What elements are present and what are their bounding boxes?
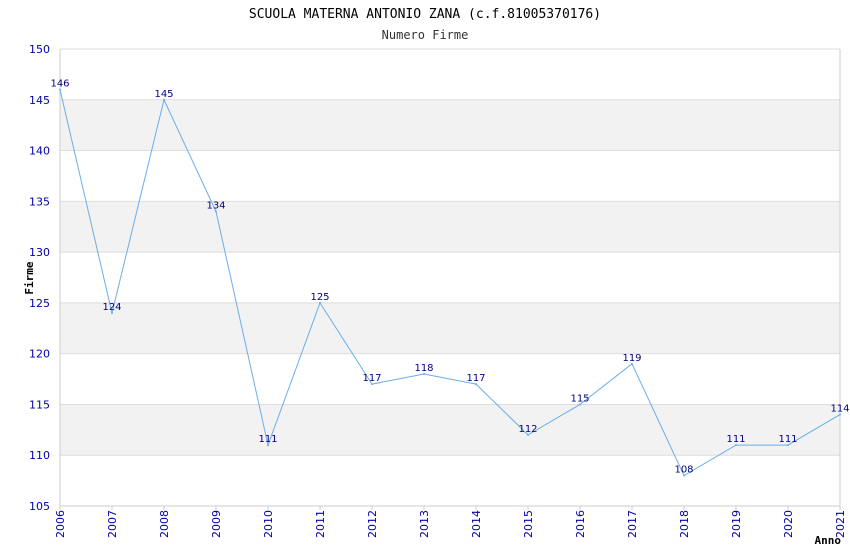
- x-tick-label: 2013: [418, 510, 431, 538]
- data-labels: 146 124 145 134 111 125 117 118 117 112 115 119 108 1…: [50, 79, 849, 476]
- y-axis-title: Firme: [23, 261, 36, 294]
- grid-band: [60, 404, 840, 456]
- x-tick-label: 2017: [626, 510, 639, 538]
- y-tick-label: 105: [29, 500, 50, 513]
- data-point: [787, 444, 789, 447]
- data-label: 117: [466, 373, 485, 384]
- y-axis-ticks: 105 110 115 120 125 130 135 140 145 150: [29, 43, 50, 513]
- data-label: 111: [778, 434, 797, 445]
- x-tick-label: 2014: [470, 510, 483, 538]
- data-label: 108: [674, 465, 693, 476]
- data-point: [735, 444, 737, 447]
- x-tick-label: 2009: [210, 510, 223, 538]
- data-point: [839, 413, 841, 416]
- chart-subtitle: Numero Firme: [382, 28, 469, 42]
- grid-band: [60, 201, 840, 253]
- data-point: [527, 433, 529, 436]
- data-label: 117: [362, 373, 381, 384]
- y-tick-label: 150: [29, 43, 50, 56]
- y-tick-label: 115: [29, 398, 50, 411]
- x-tick-label: 2012: [366, 510, 379, 538]
- chart-title: SCUOLA MATERNA ANTONIO ZANA (c.f.8100537…: [249, 7, 601, 22]
- data-label: 146: [50, 79, 69, 90]
- data-label: 112: [518, 424, 537, 435]
- y-tick-label: 140: [29, 145, 50, 158]
- data-point: [163, 98, 165, 101]
- y-tick-label: 120: [29, 348, 50, 361]
- y-tick-label: 110: [29, 449, 50, 462]
- grid-band: [60, 302, 840, 354]
- x-tick-label: 2018: [678, 510, 691, 538]
- series-line: [59, 89, 841, 477]
- x-tick-label: 2016: [574, 510, 587, 538]
- y-tick-label: 135: [29, 195, 50, 208]
- y-tick-label: 125: [29, 297, 50, 310]
- data-label: 125: [310, 292, 329, 303]
- x-axis-ticks: 2006 2007 2008 2009 2010 2011 2012 2013 2014 2015…: [54, 506, 847, 538]
- x-axis-title: Anno: [815, 534, 842, 547]
- x-tick-label: 2019: [730, 510, 743, 538]
- grid-band: [60, 99, 840, 151]
- x-tick-label: 2020: [782, 510, 795, 538]
- data-label: 115: [570, 393, 589, 404]
- series-group: [59, 88, 841, 477]
- data-point: [319, 301, 321, 304]
- data-point: [579, 403, 581, 406]
- data-label: 118: [414, 363, 433, 374]
- axes: [59, 49, 841, 507]
- x-tick-label: 2011: [314, 510, 327, 538]
- data-point: [215, 210, 217, 213]
- grid-bands: [60, 99, 840, 456]
- data-label: 145: [154, 89, 173, 100]
- data-label: 134: [206, 200, 225, 211]
- y-tick-label: 130: [29, 246, 50, 259]
- data-label: 114: [830, 404, 849, 415]
- data-point: [59, 88, 61, 91]
- data-point: [683, 474, 685, 477]
- data-point: [371, 383, 373, 386]
- data-label: 119: [622, 353, 641, 364]
- data-label: 124: [102, 302, 121, 313]
- x-tick-label: 2008: [158, 510, 171, 538]
- data-point: [475, 383, 477, 386]
- data-point: [423, 372, 425, 375]
- x-tick-label: 2007: [106, 510, 119, 538]
- data-label: 111: [726, 434, 745, 445]
- data-point: [111, 312, 113, 315]
- data-point: [631, 362, 633, 365]
- x-tick-label: 2015: [522, 510, 535, 538]
- gridlines: [60, 48, 840, 507]
- x-tick-label: 2010: [262, 510, 275, 538]
- data-label: 111: [258, 434, 277, 445]
- x-tick-label: 2021: [834, 510, 847, 538]
- x-tick-label: 2006: [54, 510, 67, 538]
- y-tick-label: 145: [29, 94, 50, 107]
- data-point: [267, 444, 269, 447]
